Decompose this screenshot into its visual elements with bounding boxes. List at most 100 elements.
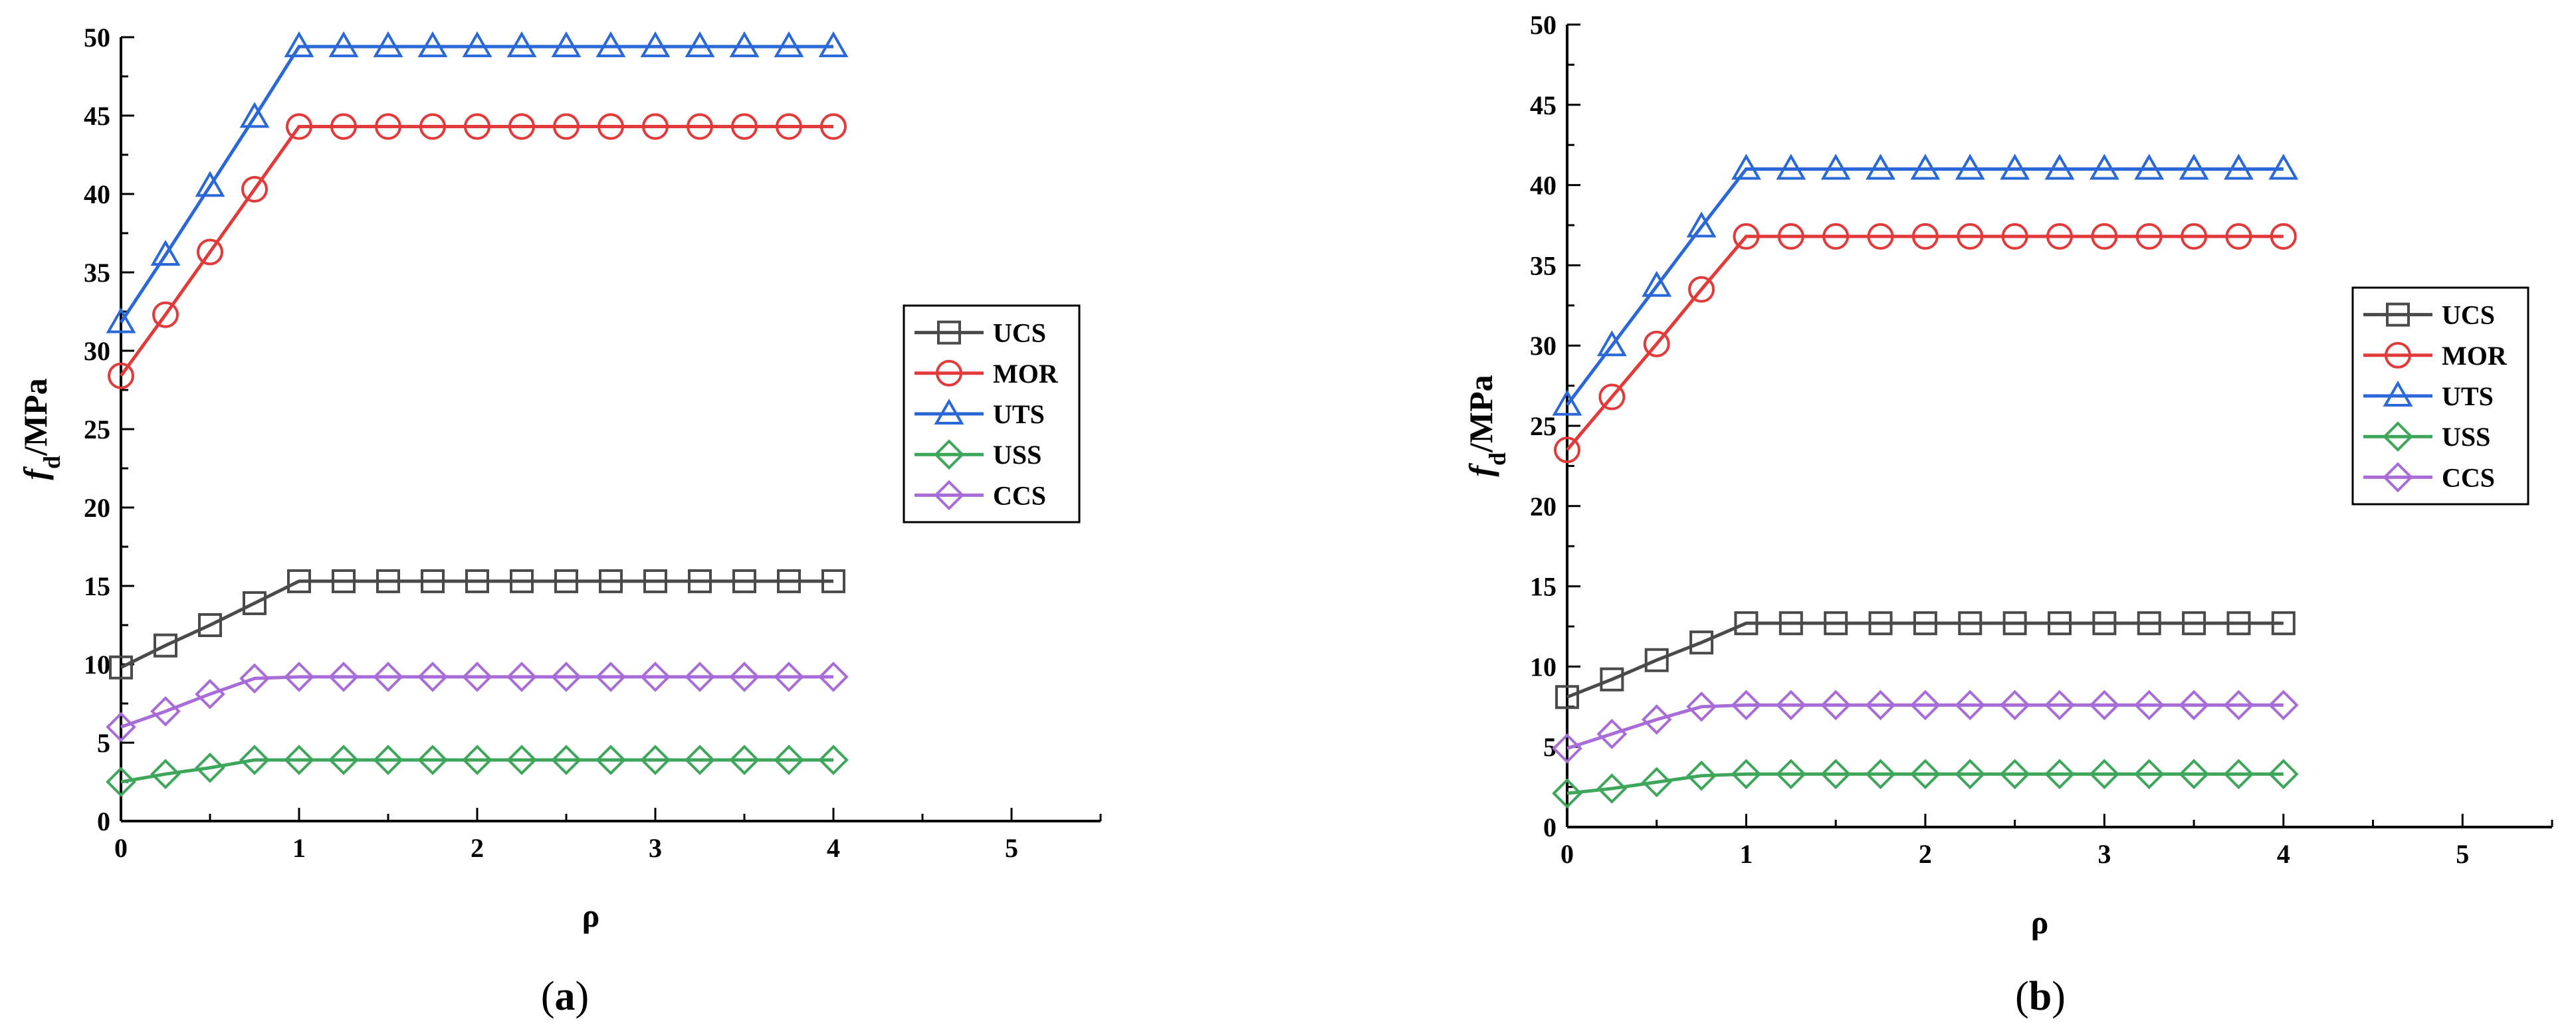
data-point-mor bbox=[197, 238, 223, 266]
series-ucs bbox=[109, 569, 845, 680]
data-point-mor bbox=[152, 301, 179, 328]
data-point-uss bbox=[462, 745, 492, 775]
data-point-ccs bbox=[640, 662, 671, 692]
y-tick-label: 20 bbox=[84, 493, 110, 523]
data-point-ucs bbox=[2271, 611, 2296, 636]
y-tick-label: 15 bbox=[1530, 572, 1556, 602]
data-point-ucs bbox=[1644, 648, 1669, 672]
x-tick-label: 0 bbox=[114, 833, 128, 863]
series-mor bbox=[108, 113, 847, 389]
data-point-uts bbox=[2089, 153, 2119, 180]
data-point-ccs bbox=[150, 696, 181, 727]
data-point-uts bbox=[1955, 153, 1985, 180]
data-point-uts bbox=[729, 31, 760, 58]
series-uts bbox=[1552, 153, 2299, 416]
data-point-ucs bbox=[2002, 611, 2027, 636]
data-point-mor bbox=[553, 113, 580, 140]
data-point-uss bbox=[640, 745, 671, 775]
series-uss bbox=[1552, 759, 2299, 809]
data-point-mor bbox=[2091, 223, 2118, 250]
data-point-ccs bbox=[1775, 690, 1806, 721]
legend-label-uts: UTS bbox=[993, 399, 1045, 429]
panel-label: (b) bbox=[2015, 974, 2066, 1019]
y-axis-title-unit: /MPa bbox=[1462, 375, 1499, 453]
y-tick-label: 5 bbox=[97, 728, 110, 758]
data-point-ccs bbox=[2268, 690, 2299, 721]
x-axis-title: ρ bbox=[2031, 903, 2049, 941]
data-point-ccs bbox=[1910, 690, 1941, 721]
y-tick-label: 30 bbox=[84, 336, 110, 366]
data-point-uts bbox=[106, 307, 136, 333]
y-tick-label: 45 bbox=[1530, 90, 1556, 120]
data-point-uss bbox=[2223, 759, 2254, 790]
data-point-mor bbox=[820, 113, 847, 140]
data-point-ucs bbox=[376, 569, 400, 593]
series-line-uss bbox=[120, 758, 833, 784]
series-uts bbox=[106, 31, 849, 333]
data-point-ccs bbox=[328, 662, 359, 692]
data-point-uts bbox=[150, 240, 181, 266]
data-point-ucs bbox=[198, 613, 222, 637]
legend-label-uss: USS bbox=[993, 440, 1041, 470]
data-point-uts bbox=[239, 102, 270, 128]
data-point-ccs bbox=[1820, 690, 1852, 721]
data-point-ucs bbox=[732, 569, 756, 593]
x-tick-label: 3 bbox=[649, 833, 662, 863]
y-tick-label: 0 bbox=[1543, 812, 1556, 842]
data-point-ucs bbox=[287, 569, 311, 593]
data-point-uss bbox=[551, 745, 582, 775]
series-line-ucs bbox=[120, 579, 833, 669]
data-point-ucs bbox=[688, 569, 712, 593]
data-point-uss bbox=[106, 767, 136, 797]
data-point-uss bbox=[1775, 759, 1806, 790]
data-point-uss bbox=[1641, 767, 1672, 798]
data-point-uts bbox=[284, 31, 314, 58]
data-point-ucs bbox=[554, 569, 578, 593]
data-point-ucs bbox=[1868, 611, 1893, 636]
data-point-uss bbox=[417, 745, 448, 775]
y-tick-label: 35 bbox=[84, 258, 110, 288]
data-point-uss bbox=[1955, 759, 1986, 790]
legend-marker-ccs bbox=[934, 480, 964, 511]
data-point-uss bbox=[2133, 759, 2165, 790]
data-point-mor bbox=[1777, 223, 1804, 250]
data-point-ccs bbox=[2089, 690, 2120, 721]
data-point-ccs bbox=[1686, 691, 1717, 722]
data-point-uss bbox=[150, 759, 181, 790]
series-line-uts bbox=[119, 45, 833, 324]
y-tick-label: 50 bbox=[84, 23, 110, 52]
data-point-mor bbox=[330, 113, 357, 140]
data-point-ccs bbox=[2179, 690, 2209, 721]
legend-marker-uss bbox=[2383, 421, 2413, 452]
data-point-ccs bbox=[239, 663, 270, 694]
data-point-uts bbox=[417, 31, 448, 58]
y-axis-title-symbol: f bbox=[1462, 463, 1499, 477]
data-point-uts bbox=[2223, 153, 2254, 180]
y-tick-label: 0 bbox=[97, 806, 110, 836]
data-point-ccs bbox=[506, 662, 537, 692]
data-point-ccs bbox=[106, 711, 136, 743]
data-point-ccs bbox=[462, 662, 492, 692]
data-point-mor bbox=[2270, 223, 2297, 250]
data-point-ccs bbox=[1731, 690, 1762, 721]
data-point-ccs bbox=[729, 662, 760, 692]
legend-label-uts: UTS bbox=[2442, 381, 2494, 411]
data-point-uts bbox=[818, 31, 849, 58]
legend-marker-mor bbox=[936, 359, 962, 387]
y-tick-label: 35 bbox=[1530, 250, 1556, 280]
series-line-ccs bbox=[120, 675, 833, 729]
data-point-uts bbox=[195, 171, 225, 197]
x-tick-label: 1 bbox=[1739, 839, 1753, 869]
data-point-uss bbox=[2089, 759, 2120, 790]
series-mor bbox=[1554, 223, 2297, 464]
y-tick-label: 25 bbox=[1530, 411, 1556, 441]
data-point-uss bbox=[2179, 759, 2209, 790]
legend-marker-ccs bbox=[2383, 462, 2413, 493]
data-point-mor bbox=[2135, 223, 2163, 250]
x-tick-label: 4 bbox=[2277, 839, 2290, 869]
data-point-mor bbox=[731, 113, 758, 140]
data-point-uss bbox=[595, 745, 626, 775]
x-tick-label: 0 bbox=[1560, 839, 1574, 869]
data-point-mor bbox=[597, 113, 624, 140]
y-axis-title-symbol: f bbox=[17, 466, 54, 480]
